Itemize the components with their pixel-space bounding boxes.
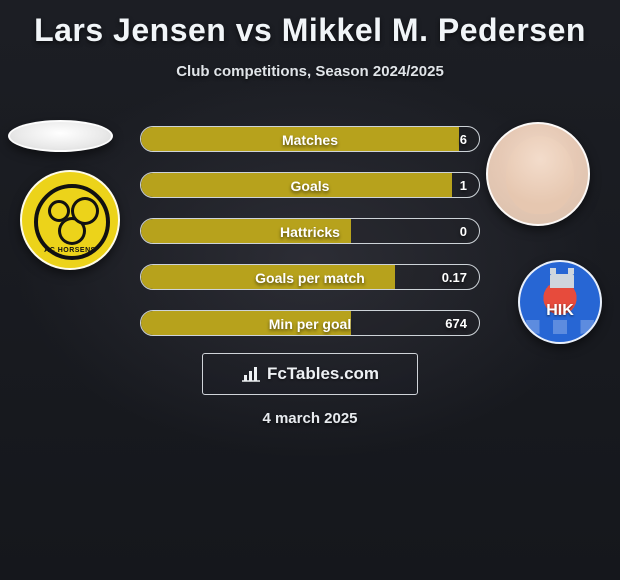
page-subtitle: Club competitions, Season 2024/2025	[0, 63, 620, 80]
stat-value-right: 1	[460, 173, 467, 198]
stat-value-right: 6	[460, 127, 467, 152]
club-left-badge: AC HORSENS	[20, 170, 120, 270]
bar-chart-icon	[241, 366, 261, 382]
club-right-badge: HIK	[518, 260, 602, 344]
player-left-avatar	[8, 120, 113, 152]
stat-value-right: 0	[460, 219, 467, 244]
stats-block: Matches6Goals1Hattricks0Goals per match0…	[140, 126, 480, 356]
brand-box: FcTables.com	[202, 353, 418, 395]
stat-row: Goals1	[140, 172, 480, 198]
stat-row: Goals per match0.17	[140, 264, 480, 290]
club-left-abbr: AC HORSENS	[22, 247, 118, 254]
club-right-stripes	[526, 320, 594, 334]
stat-row: Hattricks0	[140, 218, 480, 244]
stat-label: Goals per match	[141, 265, 479, 290]
stat-row: Min per goal674	[140, 310, 480, 336]
page-title: Lars Jensen vs Mikkel M. Pedersen	[0, 0, 620, 49]
stat-label: Hattricks	[141, 219, 479, 244]
club-right-abbr: HIK	[520, 302, 600, 320]
player-right-avatar	[486, 122, 590, 226]
comparison-infographic: Lars Jensen vs Mikkel M. Pedersen Club c…	[0, 0, 620, 580]
stat-label: Goals	[141, 173, 479, 198]
brand-text: FcTables.com	[267, 364, 379, 384]
stat-row: Matches6	[140, 126, 480, 152]
stat-value-right: 674	[445, 311, 467, 336]
stat-label: Matches	[141, 127, 479, 152]
stat-label: Min per goal	[141, 311, 479, 336]
stat-value-right: 0.17	[442, 265, 467, 290]
date-text: 4 march 2025	[0, 410, 620, 427]
club-left-logo-rings	[48, 200, 70, 222]
club-right-tower-icon	[550, 274, 574, 288]
